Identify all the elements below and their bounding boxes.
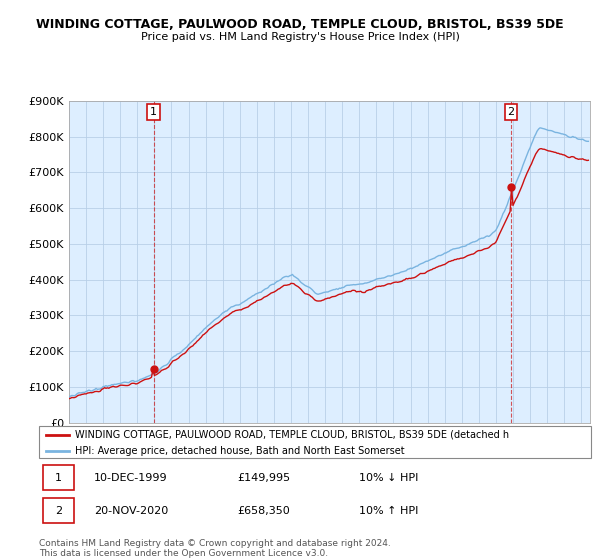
FancyBboxPatch shape bbox=[43, 465, 74, 490]
Text: 10% ↑ HPI: 10% ↑ HPI bbox=[359, 506, 419, 516]
Text: WINDING COTTAGE, PAULWOOD ROAD, TEMPLE CLOUD, BRISTOL, BS39 5DE: WINDING COTTAGE, PAULWOOD ROAD, TEMPLE C… bbox=[36, 18, 564, 31]
Text: 1: 1 bbox=[55, 473, 62, 483]
Text: Contains HM Land Registry data © Crown copyright and database right 2024.
This d: Contains HM Land Registry data © Crown c… bbox=[39, 539, 391, 558]
Text: WINDING COTTAGE, PAULWOOD ROAD, TEMPLE CLOUD, BRISTOL, BS39 5DE (detached h: WINDING COTTAGE, PAULWOOD ROAD, TEMPLE C… bbox=[75, 430, 509, 440]
Text: 2: 2 bbox=[55, 506, 62, 516]
Text: 2: 2 bbox=[508, 108, 514, 117]
Text: 10-DEC-1999: 10-DEC-1999 bbox=[94, 473, 168, 483]
Text: HPI: Average price, detached house, Bath and North East Somerset: HPI: Average price, detached house, Bath… bbox=[75, 446, 404, 456]
Text: £149,995: £149,995 bbox=[238, 473, 291, 483]
Text: 20-NOV-2020: 20-NOV-2020 bbox=[94, 506, 169, 516]
Text: £658,350: £658,350 bbox=[238, 506, 290, 516]
Text: 10% ↓ HPI: 10% ↓ HPI bbox=[359, 473, 419, 483]
FancyBboxPatch shape bbox=[39, 426, 591, 458]
Text: 1: 1 bbox=[150, 108, 157, 117]
FancyBboxPatch shape bbox=[43, 498, 74, 524]
Text: Price paid vs. HM Land Registry's House Price Index (HPI): Price paid vs. HM Land Registry's House … bbox=[140, 32, 460, 43]
